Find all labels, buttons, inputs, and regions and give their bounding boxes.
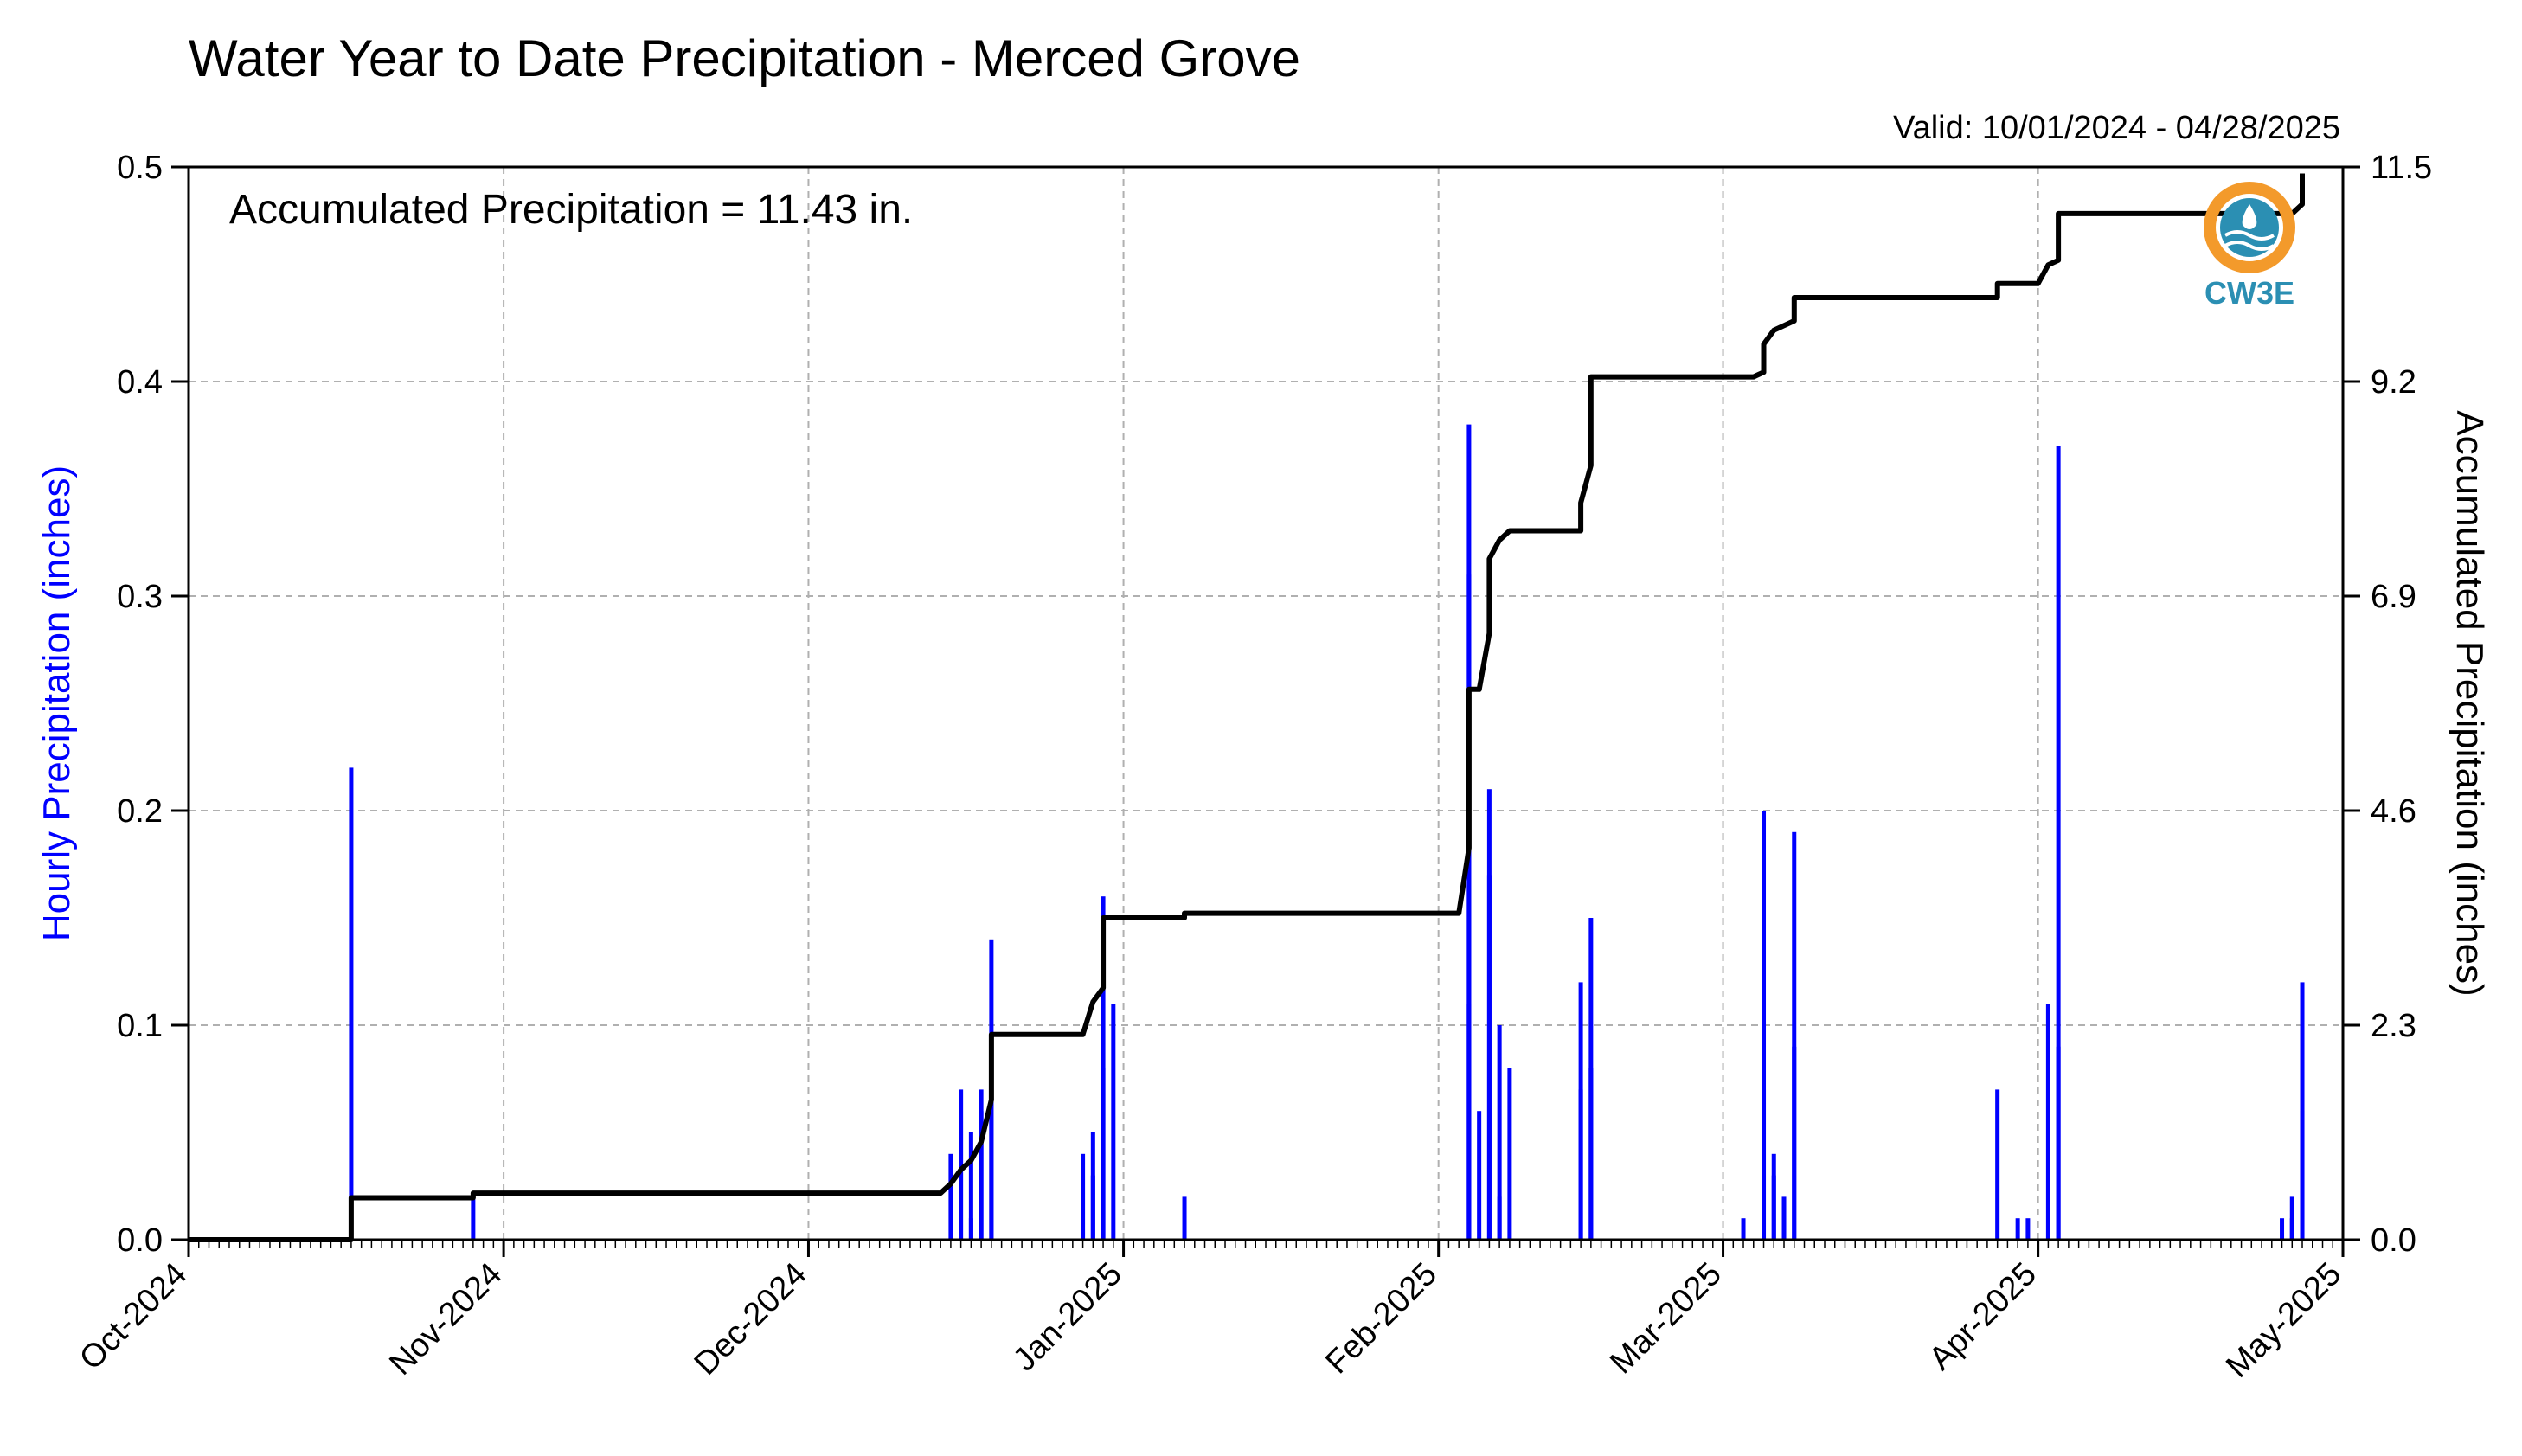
hourly-precip-bar [1497,1025,1502,1240]
hourly-precip-bar [1995,1089,2000,1240]
hourly-precip-bar [1497,1196,1502,1240]
hourly-precip-bar [1741,1218,1746,1240]
hourly-precip-bar [2056,446,2061,1240]
y-right-tick-label: 6.9 [2371,579,2416,615]
hourly-precip-bar [1792,1046,1797,1240]
y-axis-right-label: Accumulated Precipitation (inches) [2448,410,2491,996]
cw3e-logo-icon [2204,182,2295,273]
y-right-tick-label: 2.3 [2371,1008,2416,1044]
y-left-tick-label: 0.3 [117,579,163,615]
hourly-precip-bar [968,1132,973,1240]
hourly-precip-bar [989,1068,994,1240]
y-right-tick-label: 4.6 [2371,793,2416,830]
hourly-precip-bar [1081,1153,1086,1240]
hourly-precip-bar [1111,1004,1116,1240]
hourly-precip-bar [948,1153,953,1240]
y-left-tick-label: 0.1 [117,1008,163,1044]
hourly-precip-bar [1507,1068,1512,1240]
accumulated-precipitation-line [189,173,2305,1242]
hourly-precip-bar [1588,1068,1594,1240]
x-tick-label: Feb-2025 [1319,1256,1444,1382]
hourly-precip-bar [2025,1218,2031,1240]
hourly-precip-bar [1182,1196,1187,1240]
y-right-tick-label: 0.0 [2371,1222,2416,1259]
y-right-tick-label: 11.5 [2371,150,2432,186]
hourly-precip-bar [2015,1218,2020,1240]
y-left-tick-label: 0.4 [117,364,163,401]
hourly-precip-bar [1792,831,1797,1240]
hourly-precip-bar [471,1196,476,1240]
y-left-tick-label: 0.2 [117,793,163,830]
hourly-precip-bar [1762,811,1767,1240]
hourly-precip-bar [1090,1175,1095,1240]
hourly-precip-bar [2280,1218,2285,1240]
hourly-precip-bar [1578,1089,1583,1240]
x-tick-label: Mar-2025 [1603,1256,1729,1382]
hourly-precip-bar [349,767,354,1240]
hourly-precip-bar [1781,1196,1787,1240]
y-axis-left: 0.0 0.1 0.2 0.3 0.4 0.5 [117,150,189,1259]
hourly-precip-bar [2056,1046,2061,1240]
x-tick-label: Jan-2025 [1006,1256,1129,1379]
plot-frame [187,165,2345,1241]
x-tick-label: May-2025 [2219,1256,2348,1385]
accumulated-annotation: Accumulated Precipitation = 11.43 in. [229,187,913,233]
x-axis: Oct-2024 Nov-2024 Dec-2024 Jan-2025 Feb-2025… [73,1240,2348,1385]
hourly-precip-bar [1101,896,1106,1240]
chart-title: Water Year to Date Precipitation - Merce… [189,29,1300,87]
x-tick-label: Apr-2025 [1922,1256,2044,1377]
hourly-precip-bar [979,1111,984,1240]
cw3e-logo: CW3E [2204,182,2295,311]
y-left-tick-label: 0.5 [117,150,163,186]
x-tick-label: Oct-2024 [73,1256,194,1377]
y-axis-right: 0.0 2.3 4.6 6.9 9.2 11.5 [2343,150,2432,1259]
y-left-tick-label: 0.0 [117,1222,163,1259]
grid-lines [189,167,2343,1240]
hourly-precip-bar [2045,1004,2050,1240]
chart-subtitle: Valid: 10/01/2024 - 04/28/2025 [1893,110,2340,146]
y-axis-left-label: Hourly Precipitation (inches) [35,465,78,941]
hourly-precip-bar [1771,1175,1776,1240]
accumulated-precip-line [189,173,2305,1242]
hourly-precip-bar [1466,574,1472,1240]
cw3e-logo-text: CW3E [2204,275,2294,311]
x-tick-label: Nov-2024 [382,1256,509,1382]
hourly-precip-bar [2289,1218,2294,1240]
hourly-precipitation-bars [349,424,2305,1241]
hourly-precip-bar [1486,789,1492,1240]
hourly-precip-bar [1477,1111,1482,1240]
hourly-precip-bar [959,1089,964,1240]
y-right-tick-label: 9.2 [2371,364,2416,401]
hourly-precip-bar [1762,1089,1767,1240]
hourly-precip-bar [2300,1111,2305,1240]
x-tick-label: Dec-2024 [688,1256,814,1382]
